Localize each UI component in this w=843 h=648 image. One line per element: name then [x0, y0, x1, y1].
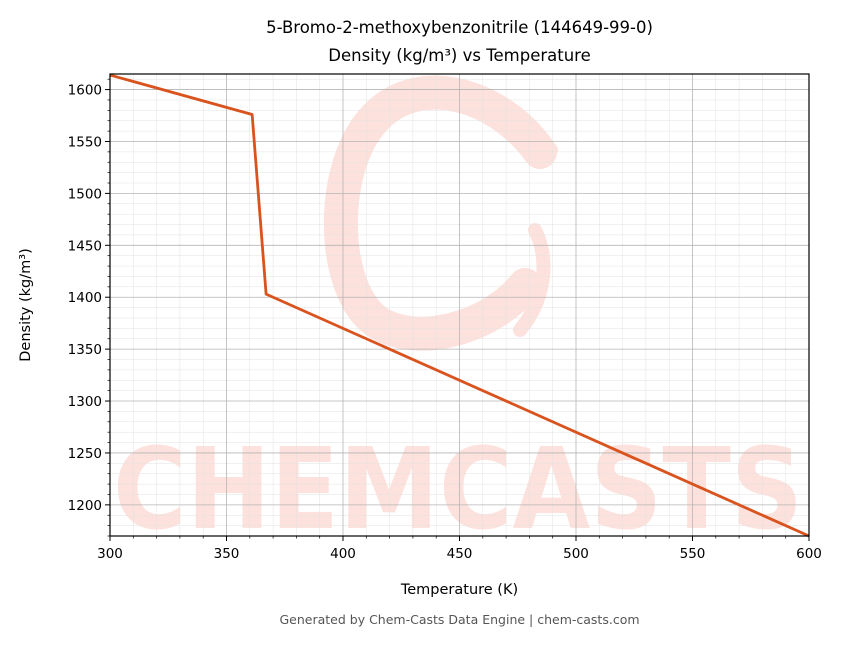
x-tick-label: 500	[563, 546, 589, 562]
y-tick-label: 1450	[68, 238, 102, 254]
x-tick-label: 450	[447, 546, 473, 562]
y-tick-labels: 1200 1250 1300 1350 1400 1450 1500 1550 1600	[68, 83, 102, 514]
y-tick-label: 1250	[68, 446, 102, 462]
y-tick-label: 1600	[68, 83, 102, 99]
y-tick-label: 1350	[68, 342, 102, 358]
y-tick-label: 1400	[68, 290, 102, 306]
x-tick-label: 300	[97, 546, 123, 562]
x-tick-label: 350	[214, 546, 240, 562]
x-tick-label: 600	[796, 546, 822, 562]
watermark: CHEMCASTS	[113, 75, 803, 555]
density-series-line	[109, 73, 810, 538]
y-tick-label: 1550	[68, 134, 102, 150]
y-axis-label: Density (kg/m³)	[18, 248, 34, 361]
x-tick-label: 400	[330, 546, 356, 562]
chart-title-line2: Density (kg/m³) vs Temperature	[328, 46, 591, 65]
x-axis-label: Temperature (K)	[400, 582, 518, 598]
y-tick-label: 1500	[68, 186, 102, 202]
axis-ticks	[105, 78, 810, 541]
chart-title-line1: 5-Bromo-2-methoxybenzonitrile (144649-99…	[266, 18, 653, 37]
y-tick-label: 1300	[68, 394, 102, 410]
footer-credit: Generated by Chem-Casts Data Engine | ch…	[279, 612, 639, 627]
x-tick-labels: 300 350 400 450 500 550 600	[97, 546, 822, 562]
series-layer	[109, 73, 810, 538]
watermark-text: CHEMCASTS	[113, 425, 803, 555]
x-tick-label: 550	[680, 546, 706, 562]
y-tick-label: 1200	[68, 498, 102, 514]
